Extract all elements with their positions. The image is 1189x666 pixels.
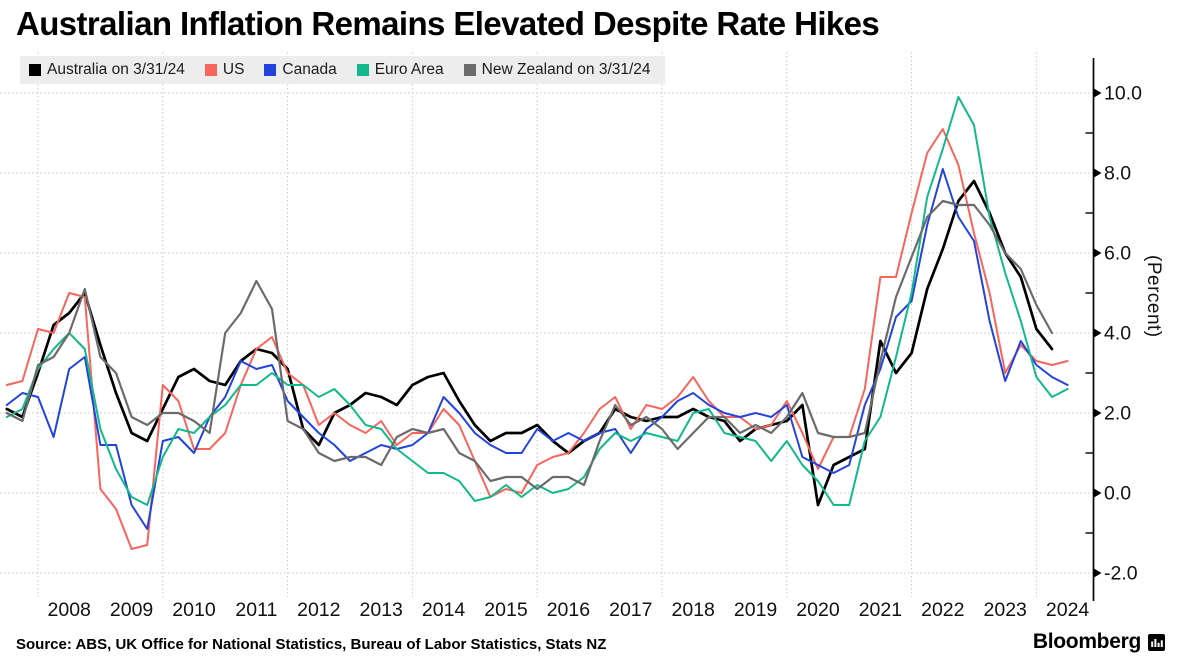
legend-item-us: US	[204, 61, 245, 79]
x-tick-label: 2011	[235, 599, 277, 621]
y-major-tick	[1094, 248, 1102, 258]
y-major-tick	[1094, 328, 1102, 338]
x-tick-label: 2023	[984, 599, 1027, 621]
y-major-tick	[1094, 568, 1102, 578]
x-tick-label: 2009	[110, 599, 153, 621]
x-tick-label: 2014	[422, 599, 466, 621]
series-line-euro-area	[5, 96, 1069, 506]
legend-item-euro-area: Euro Area	[356, 61, 444, 79]
x-tick-label: 2012	[297, 599, 340, 621]
legend-item-new-zealand-on-3-31-24: New Zealand on 3/31/24	[463, 61, 651, 79]
x-tick-label: 2020	[796, 599, 840, 621]
chart-legend: Australia on 3/31/24 US Canada Euro Area New…	[20, 56, 665, 84]
source-note: Source: ABS, UK Office for National Stat…	[16, 636, 607, 653]
legend-label: Australia on 3/31/24	[47, 61, 185, 78]
series-line-new-zealand-on-3-31-24	[5, 199, 1054, 491]
x-tick-label: 2021	[859, 599, 902, 621]
bloomberg-logo-icon	[1148, 633, 1165, 651]
y-tick-label: 8.0	[1104, 163, 1131, 185]
series-line-canada	[5, 168, 1069, 530]
legend-label: Euro Area	[374, 61, 444, 78]
legend-label: Canada	[282, 61, 337, 78]
y-major-tick	[1094, 488, 1102, 498]
y-tick-label: 6.0	[1104, 243, 1131, 265]
x-tick-label: 2016	[547, 599, 590, 621]
bloomberg-wordmark: Bloomberg	[1032, 630, 1141, 653]
x-tick-label: 2019	[734, 599, 777, 621]
y-major-tick	[1094, 408, 1102, 418]
y-tick-label: 0.0	[1104, 483, 1131, 505]
legend-chip-us	[204, 64, 217, 76]
y-tick-label: 2.0	[1104, 403, 1131, 425]
y-tick-label: 10.0	[1104, 83, 1142, 105]
y-major-tick	[1094, 168, 1102, 178]
legend-label: US	[222, 61, 245, 78]
x-tick-label: 2010	[172, 599, 216, 621]
legend-chip-euro-area	[356, 64, 369, 76]
y-axis-title: (Percent)	[1143, 255, 1164, 338]
y-tick-label: 4.0	[1104, 323, 1131, 345]
y-tick-label: -2.0	[1104, 563, 1138, 585]
series-line-australia-on-3-31-24	[5, 179, 1054, 507]
y-major-tick	[1094, 88, 1102, 98]
series-line-us	[5, 128, 1069, 550]
legend-chip-australia-on-3-31-24	[29, 64, 41, 76]
page-title: Australian Inflation Remains Elevated De…	[16, 5, 880, 42]
legend-item-australia-on-3-31-24: Australia on 3/31/24	[29, 61, 185, 79]
x-tick-label: 2017	[609, 599, 652, 621]
x-tick-label: 2015	[484, 599, 528, 621]
legend-chip-new-zealand-on-3-31-24	[463, 64, 476, 76]
legend-label: New Zealand on 3/31/24	[481, 61, 651, 78]
legend-chip-canada	[264, 64, 277, 76]
legend-item-canada: Canada	[264, 61, 337, 79]
x-tick-label: 2013	[360, 599, 403, 621]
x-tick-label: 2018	[672, 599, 715, 621]
x-tick-label: 2022	[921, 599, 964, 621]
x-tick-label: 2024	[1046, 599, 1090, 621]
x-tick-label: 2008	[48, 599, 91, 621]
bloomberg-brand: Bloomberg	[1033, 630, 1165, 654]
